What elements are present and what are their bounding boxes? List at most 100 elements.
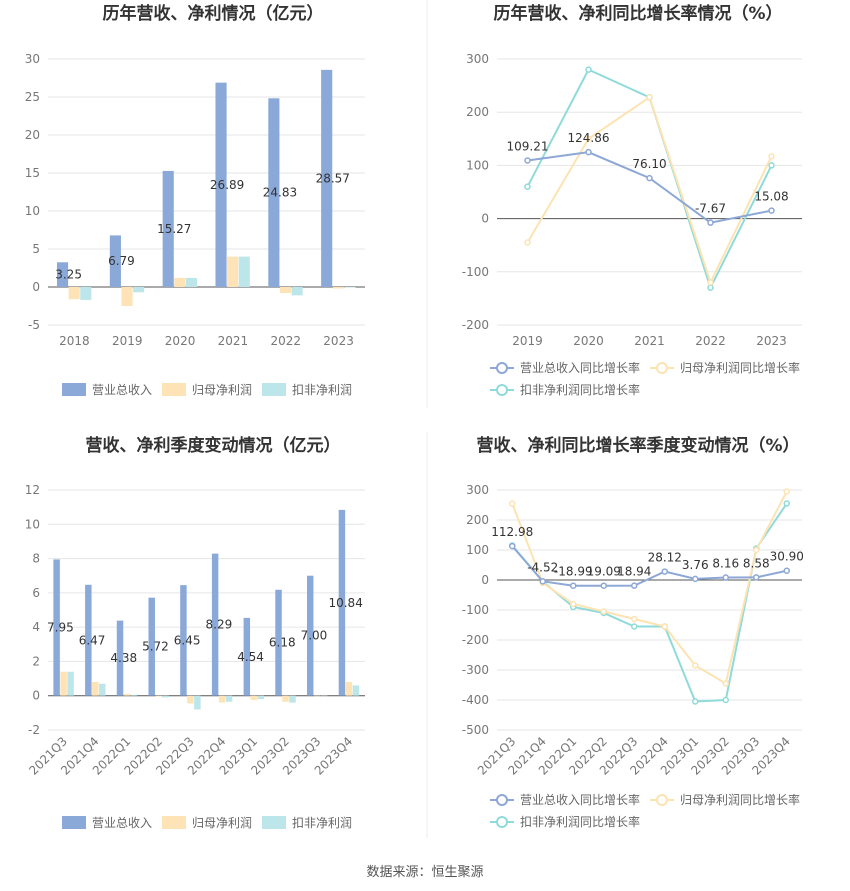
chart-title: 营收、净利季度变动情况（亿元）	[86, 435, 341, 456]
bar-revenue	[109, 235, 121, 287]
y-tick-label: 2	[32, 654, 40, 668]
series-point	[631, 615, 638, 623]
line-data-label: 112.98	[491, 525, 533, 539]
series-point	[646, 94, 653, 101]
chart-title: 营收、净利同比增长率季度变动情况（%）	[476, 435, 799, 456]
bar-revenue	[180, 585, 187, 696]
legend-label: 扣非净利润	[292, 816, 352, 830]
bar-net-profit	[250, 695, 258, 700]
legend-marker	[656, 794, 668, 806]
bar-deducted-profit	[67, 671, 74, 696]
bar-data-label: 3.25	[55, 268, 82, 282]
bar-deducted-profit	[344, 287, 356, 288]
y-tick-label: 12	[25, 483, 40, 497]
bar-revenue	[211, 553, 219, 696]
line-data-label: -7.67	[695, 202, 726, 216]
legend-swatch	[262, 816, 286, 829]
bar-data-label: 4.38	[110, 651, 137, 665]
y-tick-label: 5	[32, 242, 40, 256]
series-point	[692, 575, 699, 583]
series-point	[707, 219, 714, 226]
legend-label: 扣非净利润同比增长率	[520, 382, 640, 397]
series-point	[646, 174, 653, 182]
series-point	[753, 574, 760, 581]
x-tick-label: 2019	[512, 334, 543, 348]
y-tick-label: -300	[462, 663, 489, 677]
bar-data-label: 5.72	[142, 640, 169, 654]
y-tick-label: -2	[28, 723, 40, 737]
y-tick-label: -100	[462, 265, 489, 279]
bar-deducted-profit	[225, 695, 233, 702]
x-tick-label: 2020	[573, 334, 604, 348]
y-tick-label: 4	[32, 620, 40, 634]
series-line	[511, 491, 788, 686]
legend-label: 归母净利润同比增长率	[680, 792, 800, 807]
bar-revenue	[215, 82, 227, 287]
bar-deducted-profit	[162, 695, 169, 698]
bar-net-profit	[282, 695, 289, 702]
y-tick-label: 15	[25, 166, 40, 180]
y-tick-label: -5	[28, 318, 40, 332]
series-point	[768, 162, 775, 169]
series-point	[585, 148, 592, 156]
y-tick-label: 300	[466, 52, 489, 66]
legend-marker	[496, 816, 508, 828]
bar-deducted-profit	[185, 277, 198, 287]
series-point	[631, 623, 638, 630]
y-tick-label: 100	[466, 543, 489, 557]
legend-label: 营业总收入同比增长率	[520, 360, 640, 375]
series-point	[524, 157, 531, 164]
line-data-label: 109.21	[507, 140, 549, 154]
series-point	[524, 183, 531, 190]
bar-deducted-profit	[352, 685, 360, 696]
bar-revenue	[275, 589, 282, 696]
series-point	[570, 582, 577, 589]
bar-deducted-profit	[289, 695, 296, 703]
bar-data-label: 15.27	[157, 222, 191, 236]
legend-label: 营业总收入	[92, 383, 152, 397]
line-data-label: -4.52	[527, 560, 558, 574]
chart-title: 历年营收、净利情况（亿元）	[103, 3, 324, 24]
x-tick-label: 2022	[270, 334, 301, 348]
bar-net-profit	[227, 256, 239, 287]
legend-label: 扣非净利润	[292, 383, 352, 397]
legend-label: 营业总收入	[92, 816, 152, 830]
series-point	[600, 608, 607, 615]
bar-data-label: 26.89	[210, 178, 244, 192]
legend-marker	[496, 384, 508, 396]
line-data-label: 8.16	[712, 557, 739, 571]
bar-deducted-profit	[257, 695, 265, 700]
line-data-label: 8.58	[743, 556, 770, 570]
legend-label: 归母净利润	[192, 383, 252, 397]
legend-label: 扣非净利润同比增长率	[520, 814, 640, 829]
series-point	[692, 698, 699, 705]
series-point	[539, 578, 546, 585]
y-tick-label: -100	[462, 603, 489, 617]
legend-swatch	[162, 383, 186, 396]
y-tick-label: 300	[466, 483, 489, 497]
line-data-label: -18.99	[554, 565, 593, 579]
series-point	[722, 680, 729, 687]
bar-data-label: 6.18	[269, 636, 296, 650]
chart-title: 历年营收、净利同比增长率情况（%）	[493, 3, 782, 24]
x-tick-label: 2021	[218, 334, 249, 348]
line-data-label: 15.08	[754, 190, 788, 204]
series-line	[511, 545, 787, 587]
bar-net-profit	[174, 277, 186, 287]
x-tick-label: 2023	[756, 334, 787, 348]
bar-net-profit	[345, 682, 353, 696]
bar-revenue	[53, 559, 60, 696]
y-tick-label: 0	[481, 573, 489, 587]
legend-swatch	[62, 383, 86, 396]
series-point	[570, 600, 577, 608]
bar-deducted-profit	[99, 683, 106, 696]
line-data-label: 3.76	[682, 558, 709, 572]
x-tick-label: 2021	[634, 334, 665, 348]
x-tick-label: 2023	[323, 334, 354, 348]
series-point	[509, 500, 516, 507]
bar-net-profit	[60, 671, 67, 696]
legend-swatch	[62, 816, 86, 829]
line-data-label: 28.12	[648, 551, 682, 565]
bar-revenue	[56, 262, 69, 287]
series-point	[585, 66, 592, 73]
